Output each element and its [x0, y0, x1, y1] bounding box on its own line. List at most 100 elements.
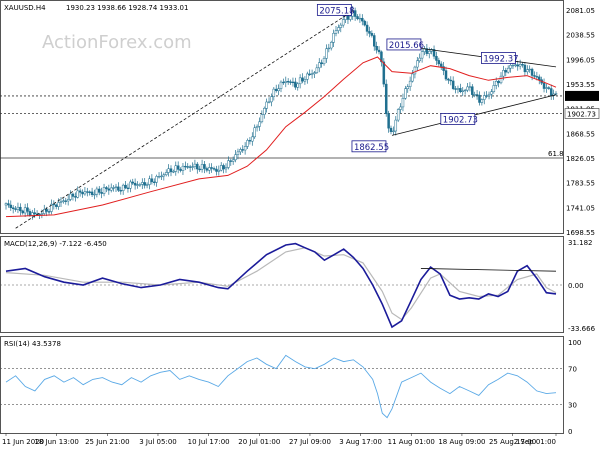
candle-body	[162, 174, 166, 177]
dashed-uptrend-line	[15, 10, 354, 229]
candle-body	[231, 159, 235, 162]
watermark: ActionForex.com	[42, 32, 192, 53]
candle-body	[59, 201, 63, 203]
candle-body	[499, 75, 503, 84]
candle-body	[188, 166, 192, 168]
candle-body	[160, 175, 163, 178]
price-panel-frame	[0, 0, 564, 234]
candle-body	[420, 51, 424, 59]
candle-body	[399, 106, 402, 110]
candle-body	[370, 33, 374, 36]
candle-body	[509, 65, 512, 69]
price-yticks: 2081.052038.551996.051953.551911.051868.…	[564, 7, 600, 237]
candle-body	[239, 149, 242, 153]
candle-body	[282, 81, 285, 84]
candle-body	[298, 77, 302, 85]
candle-body	[289, 81, 292, 83]
macd-ytick-label: 31.182	[568, 239, 593, 247]
candle-body	[131, 181, 134, 184]
candle-body	[277, 88, 280, 92]
price-ytick-label: 1953.55	[566, 81, 595, 89]
candle-body	[308, 73, 311, 75]
candle-body	[222, 165, 225, 170]
x-tick-label: 11 Jun 2020	[2, 438, 44, 446]
candle-body	[19, 206, 22, 212]
candle-body	[28, 211, 32, 216]
candle-body	[463, 89, 467, 92]
macd-lines	[5, 242, 557, 329]
candle-body	[461, 90, 464, 92]
candle-body	[339, 24, 343, 28]
candle-body	[315, 67, 319, 73]
price-ytick-label: 1741.05	[566, 204, 595, 212]
candle-body	[327, 47, 331, 50]
rsi-panel-frame	[0, 336, 564, 434]
candle-body	[408, 80, 412, 87]
candle-body	[7, 203, 10, 206]
candle-body	[286, 81, 290, 83]
candle-body	[380, 51, 383, 63]
candle-body	[193, 163, 197, 167]
candle-body	[437, 60, 441, 65]
support-level-label: 1902.73	[567, 110, 596, 118]
candle-body	[270, 96, 273, 103]
candle-body	[107, 188, 111, 191]
candle-body	[203, 164, 206, 169]
price-ytick-label: 1868.55	[566, 130, 595, 138]
candle-body	[141, 182, 144, 185]
price-annotation-label: 1862.55	[354, 143, 389, 153]
candle-body	[217, 169, 221, 172]
macd-title: MACD(12,26,9) -7.122 -6.450	[4, 240, 107, 248]
candle-body	[253, 127, 256, 138]
candle-body	[349, 15, 352, 20]
macd-ytick-label: 0.00	[568, 282, 584, 290]
candle-body	[542, 82, 546, 89]
candle-body	[81, 192, 84, 195]
candle-body	[14, 208, 17, 210]
candle-body	[69, 193, 72, 200]
candle-body	[483, 95, 486, 100]
candle-body	[494, 81, 498, 86]
candle-body	[313, 72, 316, 75]
candle-body	[404, 88, 407, 99]
candle-body	[64, 200, 68, 202]
candle-body	[533, 75, 536, 77]
candle-body	[174, 165, 178, 172]
candle-body	[263, 108, 266, 115]
candle-body	[260, 114, 264, 123]
candle-body	[394, 119, 398, 132]
price-annotation-label: 1902.73	[443, 115, 478, 125]
rsi-ytick-label: 0	[568, 428, 572, 436]
candle-body	[33, 212, 36, 215]
candle-body	[167, 168, 170, 173]
candle-body	[439, 63, 443, 67]
moving-average-line	[5, 56, 557, 218]
candle-body	[451, 80, 455, 89]
candle-body	[284, 81, 288, 83]
candle-body	[62, 200, 65, 202]
candle-body	[258, 121, 261, 127]
x-tick-label: 25 Aug 17:00	[489, 438, 536, 446]
candle-body	[318, 62, 321, 69]
candle-body	[418, 57, 421, 62]
candle-body	[251, 136, 254, 142]
price-annotation-label: 1992.37	[483, 54, 518, 64]
candle-body	[468, 86, 472, 88]
x-tick-label: 27 Jul 09:00	[289, 438, 331, 446]
candle-body	[16, 206, 20, 210]
candle-body	[76, 190, 79, 198]
candle-body	[301, 77, 304, 82]
candle-body	[506, 67, 510, 73]
candle-body	[86, 191, 89, 193]
price-annotation-label: 2015.66	[389, 41, 424, 51]
price-annotations: 2075.18 2015.66 1992.37 1902.73 1862.55	[316, 4, 519, 153]
candle-body	[54, 204, 58, 207]
candle-body	[212, 168, 216, 170]
candle-body	[267, 101, 271, 103]
candle-body	[126, 187, 130, 189]
candle-body	[310, 73, 314, 75]
x-tick-label: 20 Jul 01:00	[238, 438, 280, 446]
candle-body	[229, 160, 233, 162]
candle-body	[4, 203, 8, 206]
candle-body	[133, 182, 137, 186]
